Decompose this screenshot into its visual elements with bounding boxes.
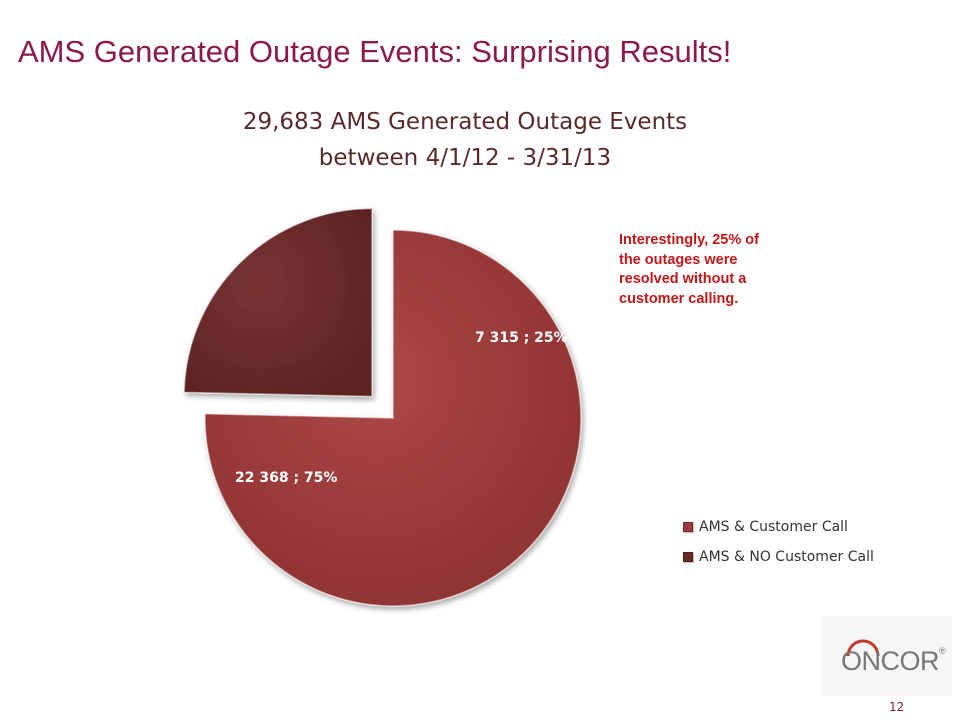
annotation-line: customer calling. <box>619 290 739 307</box>
annotation-line: resolved without a <box>619 271 747 287</box>
legend: AMS & Customer Call AMS & NO Customer Ca… <box>683 512 874 572</box>
chart-title: 29,683 AMS Generated Outage Events betwe… <box>180 104 750 176</box>
pie-slice-ams-no-customer-call <box>183 207 373 398</box>
pie-slice-ams-customer-call <box>204 229 582 607</box>
oncor-logo: ONCOR® <box>822 616 952 696</box>
legend-label: AMS & NO Customer Call <box>699 549 874 565</box>
annotation-line: the outages were <box>619 251 738 268</box>
slide-title: AMS Generated Outage Events: Surprising … <box>18 34 732 69</box>
page-number: 12 <box>889 700 905 714</box>
legend-item-ams-no-customer-call: AMS & NO Customer Call <box>683 542 874 572</box>
annotation-text: Interestingly, 25% of the outages were r… <box>619 231 819 309</box>
chart-title-line-2: between 4/1/12 - 3/31/13 <box>318 145 612 171</box>
pie-slice-label: 7 315 ; 25% <box>475 330 568 346</box>
legend-swatch <box>683 552 693 562</box>
annotation-line: Interestingly, 25% of <box>619 232 759 248</box>
legend-item-ams-customer-call: AMS & Customer Call <box>683 512 874 542</box>
legend-label: AMS & Customer Call <box>699 519 848 535</box>
chart-title-line-1: 29,683 AMS Generated Outage Events <box>242 109 688 135</box>
legend-swatch <box>683 522 693 532</box>
pie-slice-label: 22 368 ; 75% <box>235 470 337 486</box>
logo-text: ONCOR® <box>841 646 946 676</box>
logo-ring-icon <box>846 639 880 657</box>
